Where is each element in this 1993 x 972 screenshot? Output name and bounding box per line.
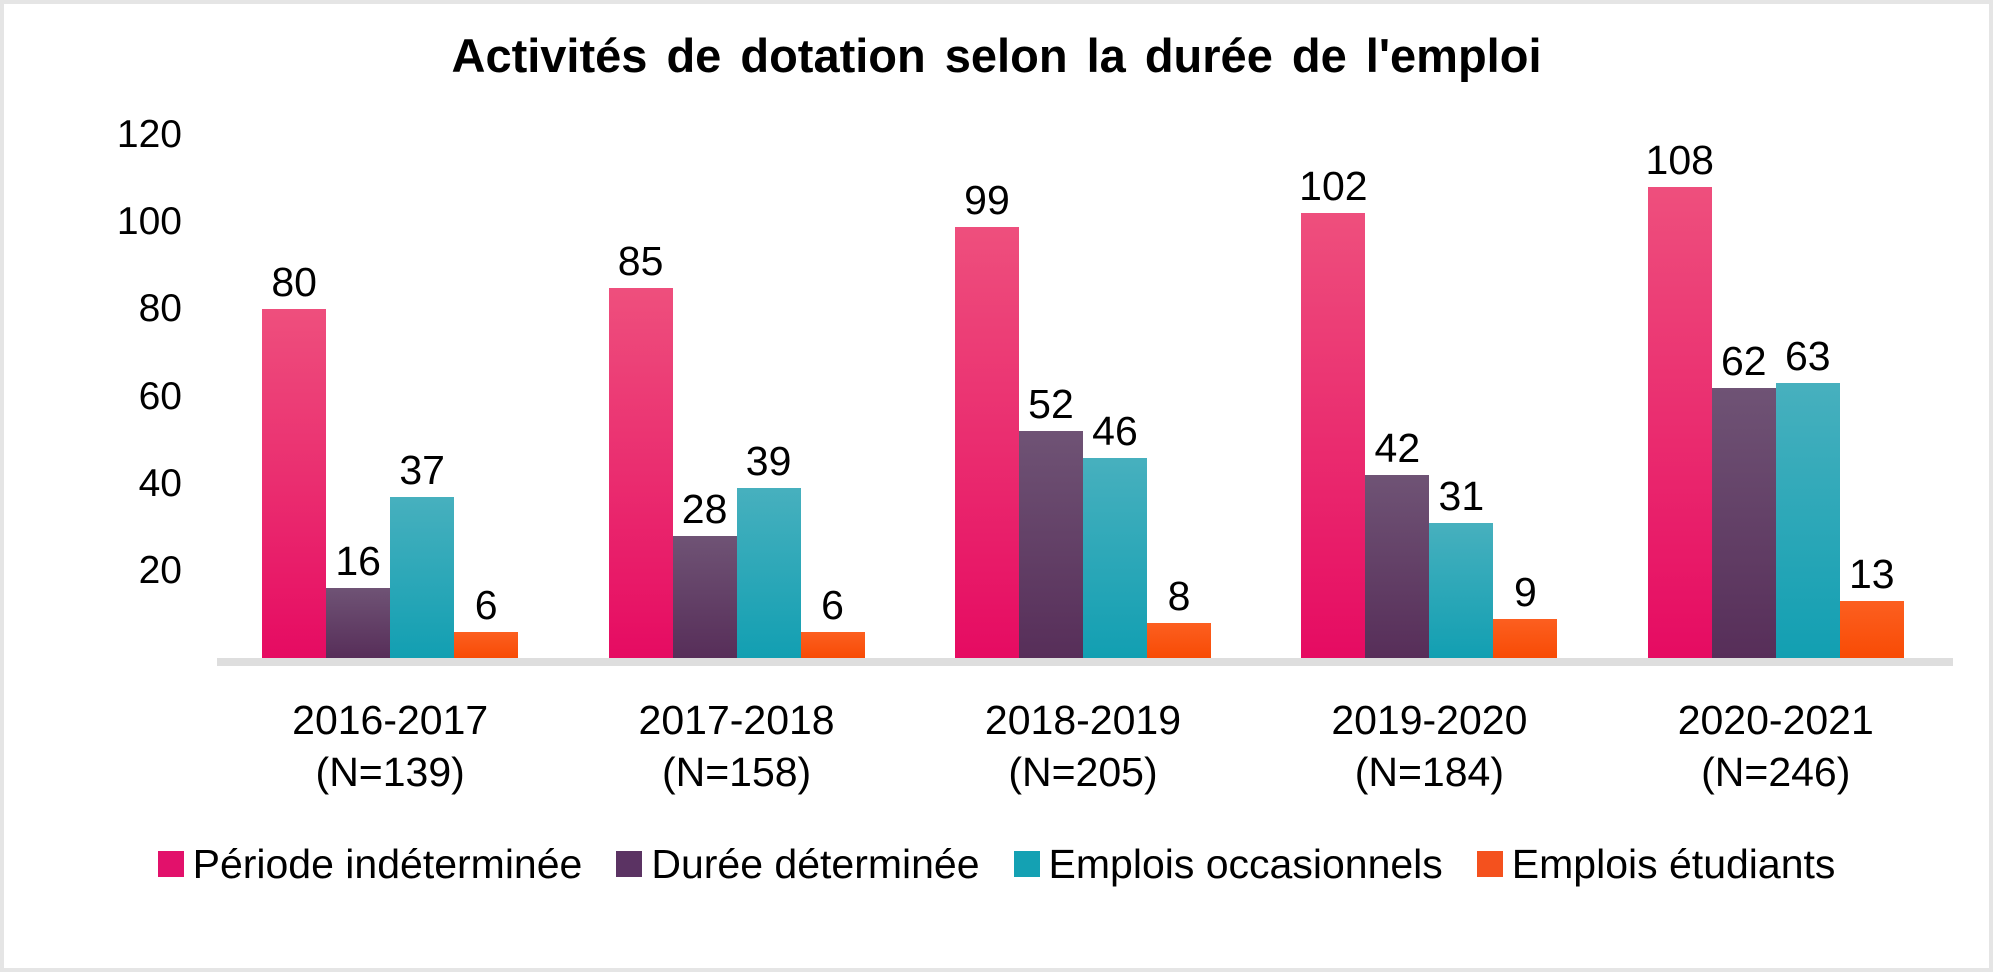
bar: 99 [954, 177, 1019, 658]
x-tick-n: (N=184) [1354, 749, 1504, 795]
bar-value-label: 42 [1374, 424, 1421, 471]
bar-value-label: 37 [399, 446, 445, 493]
bar: 62 [1711, 338, 1776, 658]
bar-value-label: 52 [1028, 381, 1074, 428]
bar-value-label: 99 [964, 176, 1010, 223]
x-tick-n: (N=205) [1008, 749, 1158, 795]
y-tick-label: 80 [138, 287, 182, 331]
bar: 102 [1299, 163, 1368, 658]
x-axis-line [217, 658, 1953, 666]
legend-label: Période indéterminée [192, 841, 583, 887]
bar-group: 80 16 37 6 [262, 135, 519, 658]
bar-group: 99 52 46 8 [954, 135, 1211, 658]
bar: 16 [326, 538, 391, 658]
bar-value-label: 39 [745, 438, 792, 485]
legend-item: Période indéterminée [157, 840, 583, 888]
chart-title: Activités de dotation selon la durée de … [451, 29, 1542, 82]
bar: 39 [736, 438, 801, 658]
plot-area: 80 16 37 6 85 28 39 6 99 52 46 8 102 42 31 9 108 62 63 13 [217, 135, 1949, 658]
legend-label: Emplois étudiants [1511, 841, 1836, 887]
y-axis: 20 40 60 80 100 120 [4, 113, 182, 658]
bar: 9 [1493, 569, 1558, 658]
x-tick-label: 2017-2018 (N=158) [609, 694, 865, 798]
bar-group: 108 62 63 13 [1646, 135, 1904, 658]
x-tick-year: 2020-2021 [1677, 697, 1874, 743]
x-tick-label: 2020-2021 (N=246) [1648, 694, 1904, 798]
legend: Période indéterminée Durée déterminée Empl… [4, 840, 1989, 888]
x-tick-n: (N=246) [1701, 749, 1851, 795]
x-tick-label: 2019-2020 (N=184) [1301, 694, 1557, 798]
y-tick-label: 60 [138, 374, 182, 418]
legend-marker [1013, 851, 1040, 877]
bar-value-label: 102 [1299, 163, 1368, 210]
bar-value-label: 9 [1513, 568, 1537, 615]
bar: 80 [262, 259, 327, 658]
bar-value-label: 108 [1645, 137, 1714, 184]
bar: 6 [454, 582, 519, 658]
legend-marker [1476, 851, 1503, 877]
legend-item: Durée déterminée [616, 840, 980, 888]
bar: 13 [1839, 551, 1904, 658]
x-tick-label: 2018-2019 (N=205) [955, 694, 1211, 798]
bar-group: 102 42 31 9 [1299, 135, 1558, 658]
bar-value-label: 16 [335, 538, 381, 585]
bar: 8 [1146, 573, 1211, 658]
x-tick-year: 2017-2018 [638, 697, 835, 743]
legend-item: Emplois occasionnels [1013, 840, 1443, 888]
x-tick-year: 2016-2017 [292, 697, 489, 743]
x-axis-labels: 2016-2017 (N=139) 2017-2018 (N=158) 2018-201… [217, 694, 1949, 798]
legend-label: Emplois occasionnels [1048, 841, 1443, 887]
bar: 6 [800, 582, 865, 658]
bar: 28 [672, 486, 737, 658]
y-tick-label: 120 [116, 113, 182, 156]
bar: 37 [390, 447, 455, 658]
bar: 108 [1646, 137, 1714, 658]
x-tick-year: 2018-2019 [984, 697, 1181, 743]
bar: 52 [1018, 381, 1083, 658]
bar: 31 [1429, 473, 1494, 658]
legend-label: Durée déterminée [651, 841, 980, 887]
y-tick-label: 20 [138, 548, 182, 592]
bar-value-label: 80 [271, 259, 317, 306]
bar-value-label: 8 [1167, 573, 1191, 620]
legend-marker [157, 851, 184, 877]
bar-value-label: 63 [1784, 333, 1831, 380]
bar: 46 [1082, 408, 1147, 658]
bar-value-label: 46 [1092, 407, 1138, 454]
y-tick-label: 100 [116, 200, 182, 244]
bar: 85 [608, 238, 673, 658]
bar-value-label: 6 [821, 581, 844, 628]
bar-value-label: 31 [1438, 472, 1485, 519]
legend-marker [616, 851, 643, 877]
bar-group: 85 28 39 6 [608, 135, 865, 658]
bar: 63 [1775, 333, 1840, 658]
x-tick-year: 2019-2020 [1331, 697, 1528, 743]
bar-value-label: 6 [474, 581, 498, 628]
x-tick-n: (N=139) [315, 749, 465, 795]
legend-item: Emplois étudiants [1476, 840, 1836, 888]
y-tick-label: 40 [138, 461, 182, 505]
bar-value-label: 13 [1848, 551, 1895, 598]
bar-value-label: 85 [617, 237, 664, 284]
bar-value-label: 28 [681, 485, 728, 532]
x-tick-n: (N=158) [661, 749, 812, 795]
bar: 42 [1365, 425, 1430, 658]
x-tick-label: 2016-2017 (N=139) [262, 694, 518, 798]
bar-value-label: 62 [1720, 337, 1767, 384]
